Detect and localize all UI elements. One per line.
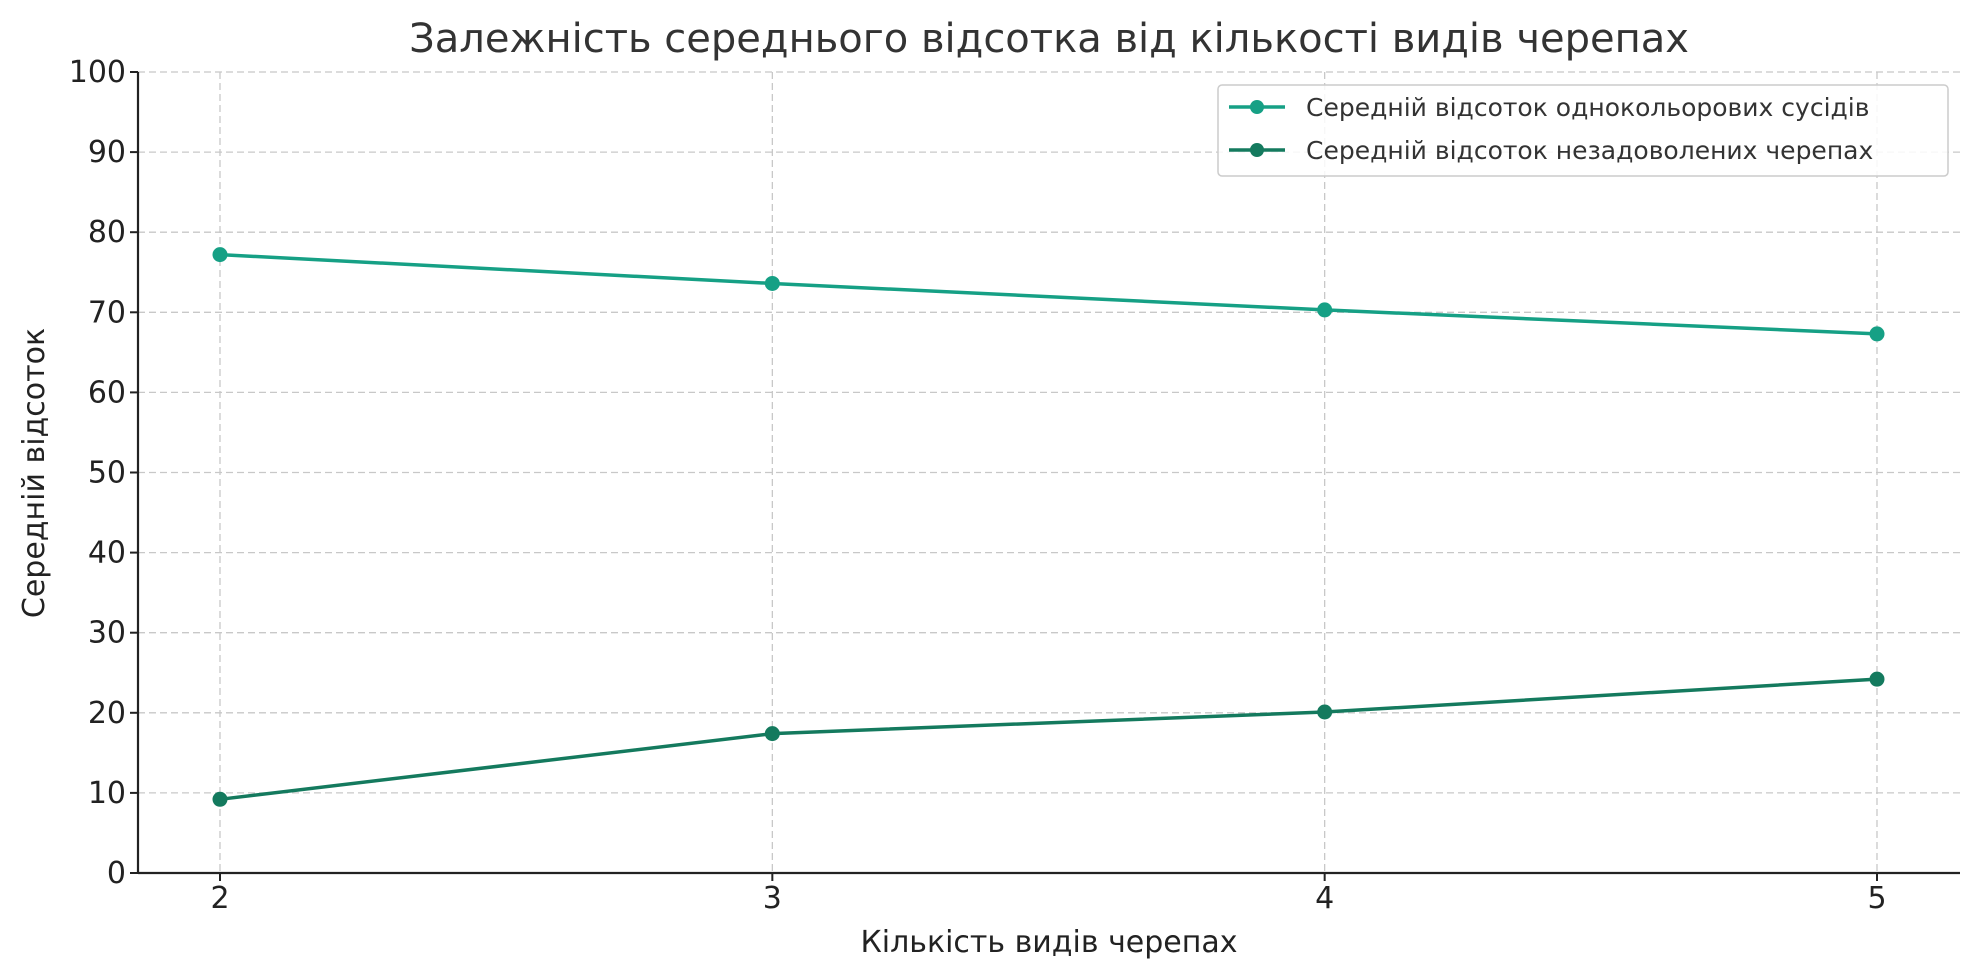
y-tick-label: 90 bbox=[88, 135, 126, 170]
x-axis-label: Кількість видів черепах bbox=[860, 925, 1237, 960]
legend-marker-series-2 bbox=[1250, 143, 1264, 157]
y-tick-label: 40 bbox=[88, 536, 126, 571]
data-point-series-1 bbox=[764, 275, 780, 291]
y-tick-label: 10 bbox=[88, 776, 126, 811]
y-tick-label: 100 bbox=[69, 55, 126, 90]
y-tick-label: 0 bbox=[107, 856, 126, 891]
data-point-series-2 bbox=[1869, 671, 1885, 687]
x-tick-label: 2 bbox=[210, 881, 229, 916]
x-tick-label: 5 bbox=[1867, 881, 1886, 916]
series-line-2 bbox=[219, 677, 1878, 802]
y-tick-label: 50 bbox=[88, 456, 126, 491]
y-tick-label: 60 bbox=[88, 375, 126, 410]
y-tick-label: 30 bbox=[88, 616, 126, 651]
data-point-series-1 bbox=[1317, 302, 1333, 318]
y-ticks: 0 10 20 30 40 50 60 70 80 90 100 bbox=[69, 55, 138, 891]
legend: Середній відсоток однокольорових сусідів… bbox=[1217, 84, 1949, 177]
y-tick-label: 80 bbox=[88, 215, 126, 250]
y-tick-label: 20 bbox=[88, 696, 126, 731]
series bbox=[212, 247, 1885, 807]
data-point-series-1 bbox=[212, 247, 228, 263]
x-tick-label: 4 bbox=[1315, 881, 1334, 916]
chart-title: Залежність середнього відсотка від кільк… bbox=[409, 16, 1689, 62]
grid bbox=[138, 71, 1960, 873]
legend-label-series-1: Середній відсоток однокольорових сусідів bbox=[1306, 93, 1869, 122]
y-tick-label: 70 bbox=[88, 295, 126, 330]
legend-box bbox=[1217, 84, 1949, 177]
legend-marker-series-1 bbox=[1250, 100, 1264, 114]
data-point-series-2 bbox=[764, 726, 780, 742]
data-point-series-2 bbox=[1317, 704, 1333, 720]
legend-label-series-2: Середній відсоток незадоволених черепах bbox=[1306, 136, 1873, 165]
x-tick-label: 3 bbox=[763, 881, 782, 916]
axes bbox=[136, 72, 1960, 875]
y-axis-label: Середній відсоток bbox=[17, 328, 52, 618]
data-point-series-2 bbox=[212, 791, 228, 807]
data-point-series-1 bbox=[1869, 326, 1885, 342]
x-ticks: 2 3 4 5 bbox=[210, 873, 1887, 916]
series-line-1 bbox=[219, 252, 1878, 336]
